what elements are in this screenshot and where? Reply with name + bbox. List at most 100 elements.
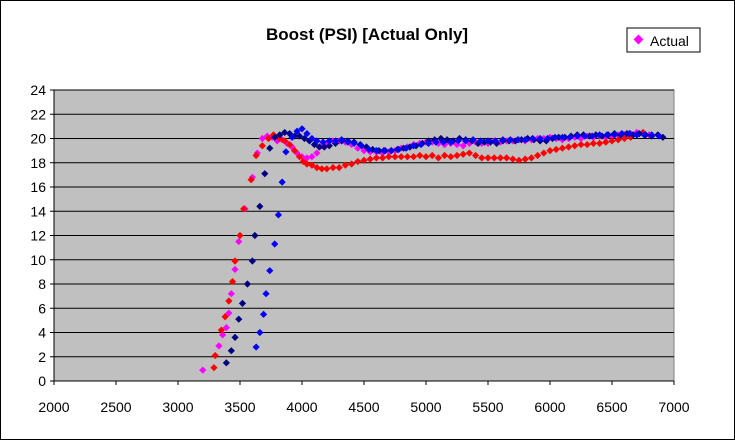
data-point — [295, 132, 304, 140]
data-point — [449, 137, 457, 145]
data-point — [566, 133, 574, 141]
data-point — [365, 145, 373, 154]
x-tick-label: 2000 — [38, 399, 69, 415]
data-point — [329, 164, 337, 172]
data-point — [308, 134, 316, 143]
data-point — [603, 131, 611, 139]
data-point — [251, 231, 259, 240]
data-point — [506, 136, 514, 144]
data-point — [447, 153, 455, 161]
data-point — [222, 324, 230, 332]
data-point — [380, 147, 388, 155]
data-point — [252, 151, 260, 160]
data-point — [263, 132, 271, 140]
data-point — [313, 164, 321, 172]
data-point — [372, 147, 380, 155]
data-point — [222, 359, 230, 367]
data-point — [428, 151, 436, 160]
data-point — [608, 137, 616, 145]
data-point — [256, 328, 264, 337]
data-point — [325, 137, 333, 145]
data-point — [274, 211, 283, 219]
data-point — [517, 136, 526, 144]
x-tick-label: 5000 — [410, 399, 441, 415]
data-point — [472, 138, 480, 146]
x-tick-label: 5500 — [472, 399, 503, 415]
chart-title: Boost (PSI) [Actual Only] — [266, 25, 468, 44]
data-point — [434, 154, 442, 162]
data-point — [447, 138, 455, 146]
data-point — [310, 140, 318, 149]
data-point — [238, 299, 247, 307]
y-tick-label: 2 — [38, 349, 46, 365]
x-tick-label: 4500 — [348, 399, 379, 415]
data-point — [655, 132, 663, 140]
data-point — [385, 153, 393, 161]
data-point — [434, 139, 442, 147]
y-tick-label: 24 — [30, 82, 46, 98]
data-point — [252, 343, 260, 351]
data-point — [303, 160, 311, 168]
data-point — [276, 134, 284, 143]
data-point — [499, 136, 507, 144]
data-point — [248, 257, 256, 265]
data-point — [596, 131, 604, 139]
data-point — [318, 165, 326, 173]
data-point — [221, 313, 229, 321]
data-point — [354, 157, 362, 166]
data-point — [422, 153, 430, 161]
data-point — [259, 310, 268, 318]
data-point — [278, 178, 286, 186]
data-point — [548, 134, 557, 143]
y-tick-label: 14 — [30, 203, 46, 219]
gridlines — [54, 89, 674, 358]
data-point — [551, 133, 559, 141]
x-tick-label: 2500 — [100, 399, 131, 415]
data-point — [589, 139, 597, 147]
data-point — [225, 297, 233, 305]
data-point — [379, 154, 387, 162]
data-point — [357, 142, 366, 150]
data-point — [235, 315, 243, 323]
data-point — [264, 134, 273, 143]
data-points — [199, 125, 667, 374]
data-point — [465, 149, 473, 157]
y-tick-label: 0 — [38, 373, 46, 389]
data-point — [472, 151, 480, 160]
data-point — [318, 142, 326, 150]
data-point — [441, 151, 449, 160]
data-point — [335, 164, 343, 172]
data-point — [210, 364, 218, 372]
data-point — [227, 347, 235, 355]
data-point — [521, 136, 529, 144]
data-point — [261, 170, 269, 178]
data-point — [395, 145, 403, 154]
data-point — [308, 153, 316, 161]
data-point — [348, 160, 356, 168]
data-point — [225, 309, 233, 317]
data-point — [288, 133, 296, 141]
data-point — [503, 154, 511, 162]
data-point — [521, 155, 529, 163]
data-point — [331, 137, 340, 145]
data-point — [455, 134, 464, 143]
data-point — [573, 132, 581, 140]
data-point — [514, 136, 522, 144]
data-point — [583, 140, 591, 149]
data-point — [459, 142, 467, 150]
data-point — [536, 134, 544, 143]
data-point — [496, 154, 504, 162]
data-point — [290, 147, 299, 155]
data-point — [228, 277, 237, 286]
data-point — [534, 151, 542, 160]
y-tick-label: 18 — [30, 155, 46, 171]
data-point — [295, 153, 304, 161]
data-point — [240, 205, 248, 213]
data-point — [432, 138, 440, 146]
data-point — [439, 138, 447, 146]
data-point — [281, 128, 289, 137]
data-point — [258, 142, 266, 150]
data-point — [350, 139, 358, 147]
